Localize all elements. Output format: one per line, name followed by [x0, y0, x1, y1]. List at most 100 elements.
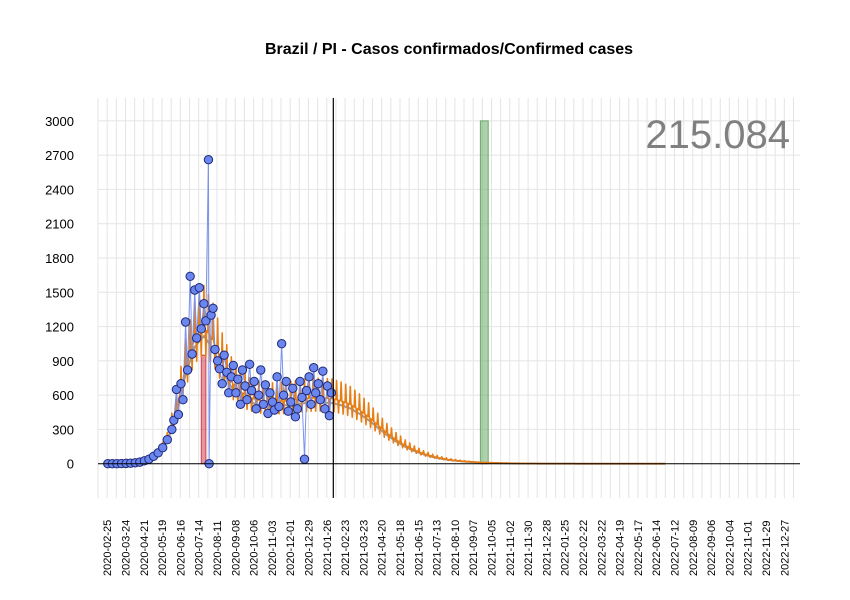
x-tick-label: 2022-05-17 [633, 520, 645, 576]
data-point [217, 379, 227, 389]
x-tick-label: 2020-09-08 [230, 520, 242, 576]
x-tick-label: 2021-04-20 [377, 520, 389, 576]
data-point [173, 409, 184, 420]
x-tick-labels: 2020-02-25 2020-03-24 2020-04-21 2020-05-19… [102, 520, 791, 576]
data-point [237, 365, 248, 375]
x-tick-label: 2021-06-15 [413, 520, 425, 576]
y-tick-label: 1200 [45, 320, 74, 335]
data-point [318, 366, 328, 376]
y-tick-label: 1500 [45, 285, 74, 300]
x-tick-label: 2020-07-14 [194, 520, 206, 576]
data-point [240, 381, 250, 391]
data-point [326, 388, 337, 398]
data-point [292, 404, 303, 414]
y-tick-label: 300 [52, 422, 74, 437]
x-tick-label: 2020-11-03 [267, 521, 279, 576]
total-cases-label: 215.084 [645, 113, 790, 157]
x-tick-label: 2022-06-14 [651, 520, 663, 576]
x-tick-label: 2022-01-25 [560, 520, 572, 576]
x-tick-label: 2021-11-30 [523, 521, 535, 576]
x-tick-label: 2021-02-23 [340, 520, 352, 576]
x-tick-label: 2022-07-12 [670, 520, 682, 576]
data-point [203, 155, 214, 165]
x-tick-label: 2020-02-25 [102, 520, 114, 576]
data-point [283, 406, 293, 416]
y-tick-label: 900 [52, 354, 74, 369]
data-point [276, 339, 287, 349]
x-tick-label: 2020-05-19 [157, 520, 169, 576]
data-point [286, 397, 296, 407]
data-point [242, 395, 252, 405]
data-point [182, 365, 193, 375]
data-point [260, 380, 271, 390]
x-tick-label: 2020-03-24 [120, 520, 132, 576]
data-point [324, 411, 335, 421]
x-tick-label: 2020-04-21 [139, 520, 151, 576]
x-tick-label: 2021-09-07 [468, 520, 480, 576]
data-point [235, 399, 246, 409]
data-point [251, 404, 261, 414]
data-point [256, 365, 266, 375]
x-tick-label: 2022-09-06 [706, 520, 718, 576]
y-tick-label: 1800 [45, 251, 74, 266]
data-point [322, 381, 333, 391]
data-point [231, 388, 241, 398]
data-point [196, 324, 206, 334]
data-point [208, 303, 218, 313]
x-tick-label: 2021-11-02 [505, 521, 517, 576]
x-tick-label: 2022-10-04 [724, 520, 736, 576]
x-tick-label: 2021-03-23 [358, 520, 370, 576]
data-point [313, 379, 323, 389]
data-point [158, 443, 168, 453]
y-tick-label: 600 [52, 388, 74, 403]
data-point [180, 317, 191, 327]
data-point [249, 376, 259, 387]
data-point [219, 350, 229, 360]
data-point [290, 412, 301, 422]
x-tick-label: 2021-05-18 [395, 520, 407, 576]
data-point [210, 344, 220, 355]
x-tick-label: 2021-01-26 [322, 520, 334, 576]
data-point [299, 454, 310, 464]
data-point [320, 404, 330, 414]
data-point [272, 372, 282, 382]
x-tick-label: 2020-12-29 [303, 520, 315, 576]
data-point [278, 390, 289, 400]
data-point [178, 395, 188, 405]
data-point [295, 376, 305, 387]
data-point [310, 388, 321, 398]
observed-series [103, 155, 337, 469]
x-tick-label: 2022-11-01 [743, 521, 755, 576]
data-point [301, 385, 312, 396]
data-point [308, 363, 319, 373]
y-tick-label: 2400 [45, 182, 74, 197]
y-tick-label: 0 [67, 457, 74, 472]
x-tick-label: 2021-07-13 [432, 520, 444, 576]
chart-title: Brazil / PI - Casos confirmados/Confirme… [265, 41, 633, 58]
y-tick-label: 3000 [45, 114, 74, 129]
x-tick-label: 2021-10-05 [486, 520, 498, 576]
data-point [199, 299, 209, 309]
data-point [191, 333, 202, 343]
y-tick-label: 2700 [45, 148, 74, 163]
x-tick-label: 2020-08-11 [212, 521, 224, 576]
x-tick-label: 2022-02-22 [578, 520, 590, 576]
data-point [201, 316, 211, 326]
data-point [162, 435, 172, 445]
x-tick-label: 2021-12-28 [541, 520, 553, 576]
data-point [187, 349, 197, 359]
x-tick-label: 2020-06-16 [175, 520, 187, 576]
highlight-band-red [200, 354, 207, 465]
data-point [265, 388, 275, 398]
data-point [244, 359, 255, 369]
data-point [194, 283, 205, 293]
x-tick-label: 2020-10-06 [249, 520, 261, 576]
data-point [228, 360, 239, 371]
data-point [315, 395, 325, 405]
data-point [176, 379, 186, 389]
data-point [274, 401, 284, 412]
x-tick-label: 2022-12-27 [779, 520, 791, 576]
x-tick-label: 2022-03-22 [596, 520, 608, 576]
data-point [254, 390, 264, 400]
